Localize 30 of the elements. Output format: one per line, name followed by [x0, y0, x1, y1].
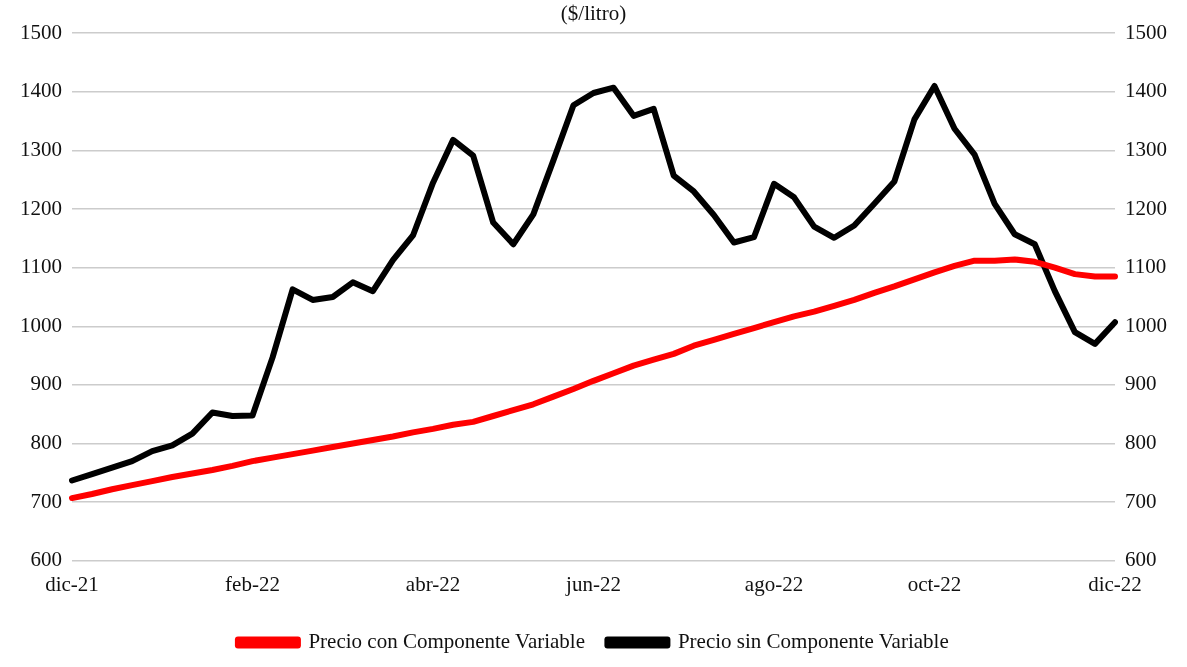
legend-label: Precio sin Componente Variable [677, 629, 949, 654]
legend-label: Precio con Componente Variable [308, 629, 586, 654]
y2-tick-label: 1500 [1125, 19, 1167, 44]
y-tick-label: 1000 [20, 312, 62, 337]
y2-tick-label: 1200 [1125, 195, 1167, 220]
x-tick-label: dic-22 [1088, 571, 1142, 596]
x-tick-label: oct-22 [907, 571, 962, 596]
y-tick-label: 1300 [20, 136, 62, 161]
x-tick-label: feb-22 [225, 571, 280, 596]
x-tick-label: abr-22 [405, 571, 461, 596]
y2-tick-label: 700 [1125, 488, 1157, 513]
chart-title: ($/litro) [560, 1, 627, 26]
y-tick-label: 1500 [20, 19, 62, 44]
y2-tick-label: 1000 [1125, 312, 1167, 337]
y2-tick-label: 900 [1125, 371, 1157, 396]
y2-tick-label: 1100 [1125, 254, 1167, 279]
x-tick-label: ago-22 [744, 571, 804, 596]
y2-tick-label: 1300 [1125, 136, 1167, 161]
y-tick-label: 700 [30, 488, 62, 513]
x-tick-label: dic-21 [45, 571, 99, 596]
y2-tick-label: 600 [1125, 547, 1157, 572]
y-tick-label: 1400 [20, 78, 62, 103]
y-tick-label: 1200 [20, 195, 62, 220]
y2-tick-label: 800 [1125, 430, 1157, 455]
y-tick-label: 900 [30, 371, 62, 396]
y2-tick-label: 1400 [1125, 78, 1167, 103]
x-tick-label: jun-22 [565, 571, 621, 596]
y-tick-label: 600 [30, 547, 62, 572]
y-tick-label: 1100 [20, 254, 62, 279]
y-tick-label: 800 [30, 430, 62, 455]
